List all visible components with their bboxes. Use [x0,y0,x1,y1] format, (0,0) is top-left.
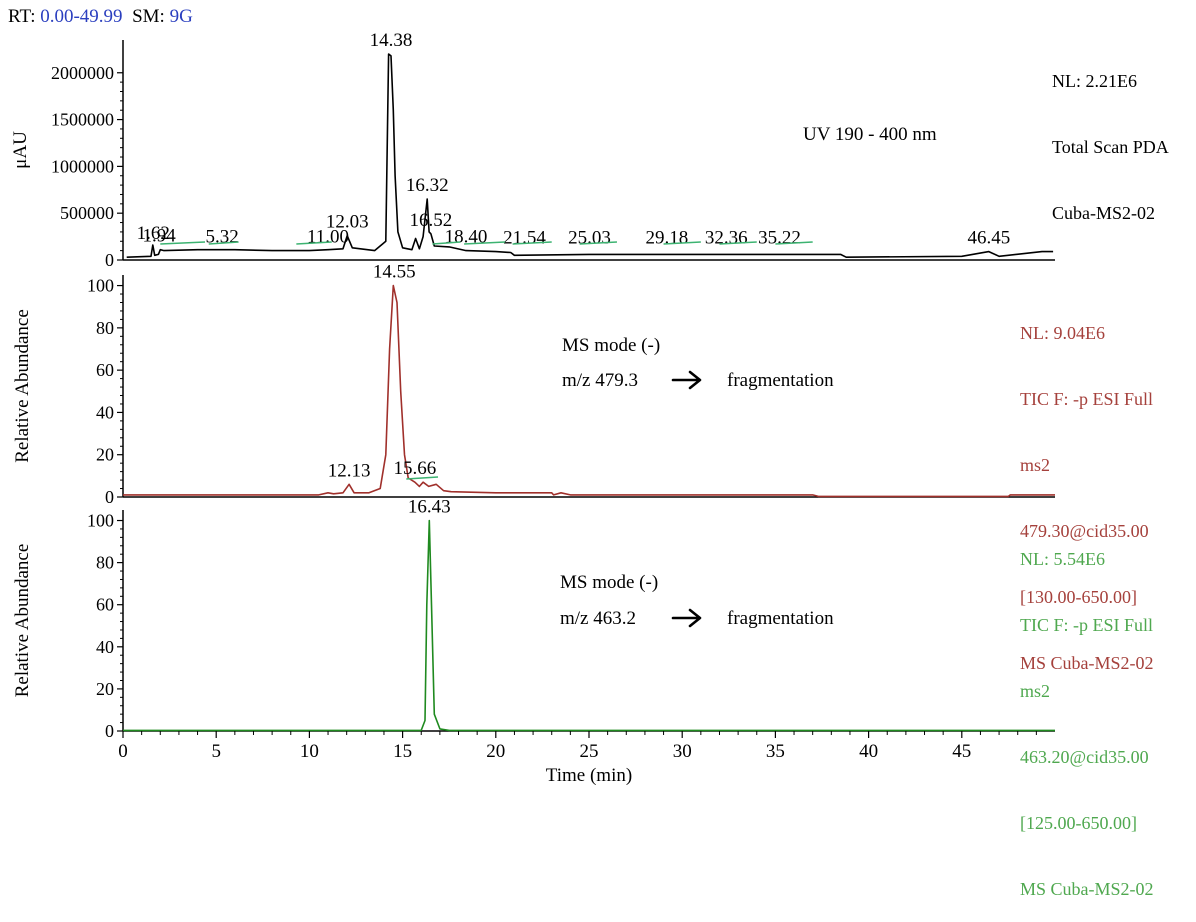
integration-baseline [719,241,757,245]
ms1-y-tick-label: 100 [87,276,114,296]
ms2-info-sample: MS Cuba-MS2-02 [1020,879,1154,899]
ms2-mode-note: MS mode (-) [560,572,659,593]
x-tick-label: 10 [300,741,319,762]
integration-baseline [512,241,552,245]
ms1-info-nl: NL: 9.04E6 [1020,323,1105,343]
uv-y-axis-title: μAU [10,131,31,169]
ms1-info-filter: TIC F: -p ESI Full [1020,389,1154,409]
uv-peak-label: 29.18 [646,228,689,249]
ms1-y-tick-label: 20 [96,445,114,465]
uv-info-scan: Total Scan PDA [1052,137,1169,157]
integration-baseline [432,241,461,245]
uv-peak-label: 25.03 [568,228,611,249]
uv-peak-label: 46.45 [967,228,1010,249]
right-arrow-icon [671,608,702,628]
ms2-y-tick-label: 40 [96,637,114,657]
sm-value: 9G [169,6,193,27]
uv-peak-label: 1.94 [143,226,177,247]
ms1-y-axis-title: Relative Abundance [12,309,33,463]
uv-peak-label: 32.36 [705,228,748,249]
uv-trace-line [126,53,1054,259]
x-axis-title: Time (min) [546,765,632,785]
integration-baseline [160,241,206,245]
ms1-info-ms2: ms2 [1020,455,1051,475]
ms2-y-tick-label: 100 [87,511,114,531]
uv-peak-label: 35.22 [758,228,801,249]
uv-range-note: UV 190 - 400 nm [803,124,937,145]
integration-baseline [208,241,239,245]
uv-info: NL: 2.21E6 Total Scan PDA Cuba-MS2-02 [1052,26,1169,246]
ms2-peak-label: 16.43 [408,497,451,518]
ms1-info-sample: MS Cuba-MS2-02 [1020,653,1154,673]
x-tick-label: 30 [673,741,692,762]
ms1-info-range: [130.00-650.00] [1020,587,1137,607]
x-tick-label: 20 [486,741,505,762]
ms1-info-precursor: 479.30@cid35.00 [1020,521,1149,541]
ms2-result-note: fragmentation [727,608,834,629]
integration-baseline [579,241,618,245]
ms2-y-axis-title: Relative Abundance [12,544,33,698]
ms2-y-tick-label: 60 [96,595,114,615]
ms1-y-tick-label: 60 [96,360,114,380]
uv-peak-label: 14.38 [370,30,413,51]
ms2-info-ms2: ms2 [1020,681,1051,701]
uv-peak-label: 21.54 [503,228,546,249]
uv-peak-label: 16.32 [406,175,449,196]
integration-baseline [296,241,332,245]
ms1-peak-label: 15.66 [394,458,437,479]
uv-y-tick-label: 1500000 [51,110,114,130]
ms1-y-tick-label: 40 [96,402,114,422]
ms1-trace-line [123,284,1055,498]
integration-baseline [775,241,813,245]
uv-peak-label: 1.62 [137,223,170,244]
ms1-y-tick-label: 80 [96,318,114,338]
uv-peak-label: 16.52 [410,210,453,231]
x-tick-label: 35 [766,741,785,762]
ms1-mode-note: MS mode (-) [562,335,661,356]
ms2-y-tick-label: 0 [105,721,114,741]
x-tick-label: 15 [393,741,412,762]
right-arrow-icon [671,370,702,390]
ms2-mz-note: m/z 463.2 [560,608,636,629]
ms1-y-tick-label: 0 [105,487,114,507]
rt-value: 0.00-49.99 [40,6,123,27]
ms2-info-precursor: 463.20@cid35.00 [1020,747,1149,767]
ms2-info-filter: TIC F: -p ESI Full [1020,615,1154,635]
chromatogram-figure: 0 500000 1000000 1500000 2000000 μAU 1.621.94 5… [10,30,1055,785]
ms2-y-tick-label: 20 [96,679,114,699]
range-header: RT: 0.00-49.99 SM: 9G [8,6,193,28]
x-tick-label: 40 [859,741,878,762]
x-tick-label: 0 [118,741,128,762]
uv-y-tick-label: 0 [105,250,114,270]
uv-y-tick-label: 1000000 [51,156,114,176]
sm-label: SM: [132,6,165,27]
x-tick-label: 5 [211,741,221,762]
ms2-info: NL: 5.54E6 TIC F: -p ESI Full ms2 463.20… [1020,504,1154,922]
ms1-peak-label: 12.13 [328,460,371,481]
uv-y-tick-label: 2000000 [51,63,114,83]
uv-peak-label: 12.03 [326,212,369,233]
integration-baseline [464,241,506,245]
integration-baseline [663,241,701,245]
x-tick-label: 45 [952,741,971,762]
uv-info-nl: NL: 2.21E6 [1052,71,1137,91]
ms2-info-range: [125.00-650.00] [1020,813,1137,833]
ms1-mz-note: m/z 479.3 [562,370,638,391]
ms1-peak-label: 14.55 [373,262,416,283]
uv-y-tick-label: 500000 [60,203,114,223]
integration-baseline [406,476,439,480]
rt-label: RT: [8,6,36,27]
ms1-info: NL: 9.04E6 TIC F: -p ESI Full ms2 479.30… [1020,278,1154,696]
ms2-y-tick-label: 80 [96,553,114,573]
ms2-info-nl: NL: 5.54E6 [1020,549,1105,569]
x-tick-label: 25 [580,741,599,762]
uv-info-sample: Cuba-MS2-02 [1052,203,1155,223]
ms1-result-note: fragmentation [727,370,834,391]
ms2-trace-line [123,519,1055,732]
